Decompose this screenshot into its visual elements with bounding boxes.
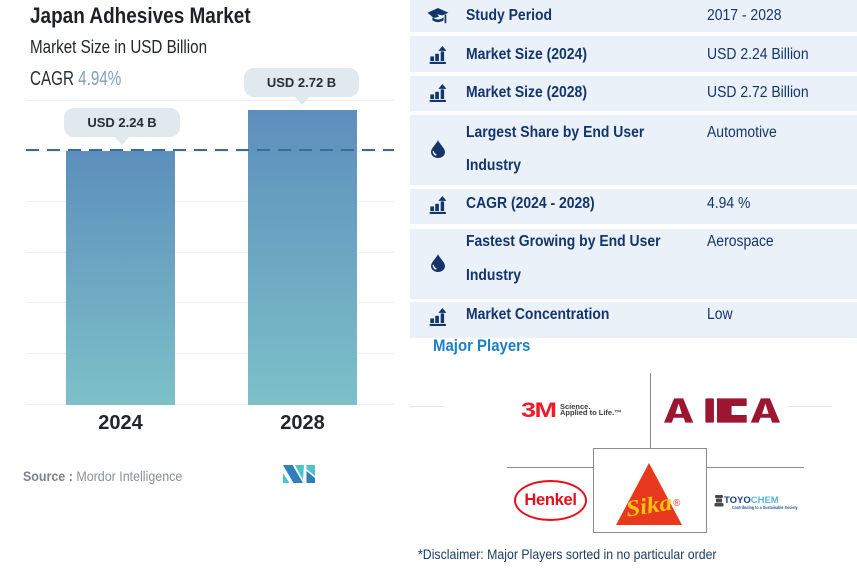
svg-text:®: ®: [673, 498, 681, 509]
